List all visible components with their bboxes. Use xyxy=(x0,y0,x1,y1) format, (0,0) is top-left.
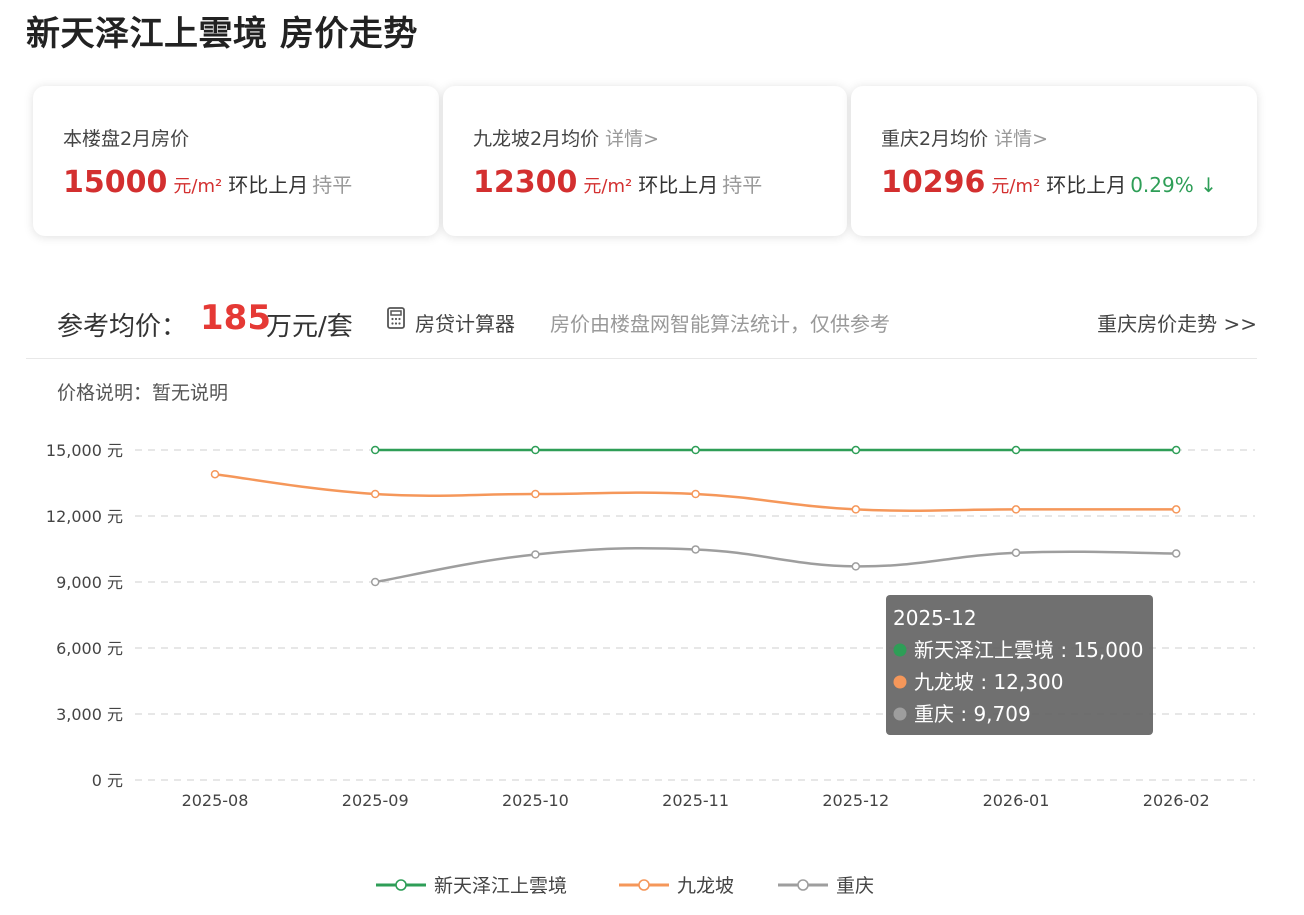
card-title: 本楼盘2月房价 xyxy=(63,124,439,151)
card-unit: 元/m² xyxy=(583,176,633,197)
data-point[interactable] xyxy=(691,489,700,499)
legend-item-1[interactable]: 九龙坡 xyxy=(619,875,734,897)
data-point[interactable] xyxy=(851,445,861,455)
reference-price: 185 xyxy=(200,298,271,338)
legend-item-0[interactable]: 新天泽江上雲境 xyxy=(376,875,567,897)
legend-item-2[interactable]: 重庆 xyxy=(778,875,874,897)
reference-unit: 万元/套 xyxy=(266,312,353,342)
card-price: 12300 xyxy=(473,165,578,200)
x-tick-label: 2025-08 xyxy=(182,791,249,810)
y-tick-label: 15,000 元 xyxy=(46,441,123,460)
card-mom-label: 环比上月 xyxy=(228,173,309,197)
card-unit: 元/m² xyxy=(173,176,223,197)
x-tick-label: 2025-10 xyxy=(502,791,569,810)
mortgage-calculator-button[interactable]: 房贷计算器 xyxy=(415,312,515,336)
card-mom-label: 环比上月 xyxy=(1046,173,1127,197)
data-point[interactable] xyxy=(1171,549,1181,558)
data-point[interactable] xyxy=(370,445,380,455)
card-title-text: 本楼盘2月房价 xyxy=(63,128,190,150)
data-point[interactable] xyxy=(851,505,861,514)
data-point[interactable] xyxy=(210,469,220,479)
card-city-price: 重庆2月均价 详情> 10296 元/m² 环比上月 0.29% ↓ xyxy=(851,86,1257,236)
legend-label: 新天泽江上雲境 xyxy=(434,875,567,897)
tooltip-line: 重庆 : 9,709 xyxy=(914,702,1031,726)
reference-label: 参考均价： xyxy=(57,312,188,342)
data-point[interactable] xyxy=(1171,505,1181,514)
card-price: 10296 xyxy=(881,165,986,200)
card-unit: 元/m² xyxy=(991,176,1041,197)
divider xyxy=(26,358,1257,359)
city-detail-link[interactable]: 详情> xyxy=(994,128,1049,150)
card-title: 重庆2月均价 详情> xyxy=(881,124,1257,151)
x-tick-label: 2026-01 xyxy=(983,791,1050,810)
data-point[interactable] xyxy=(531,550,540,559)
card-change: 0.29% ↓ xyxy=(1130,173,1217,197)
data-point[interactable] xyxy=(370,489,380,499)
data-point[interactable] xyxy=(370,577,380,587)
series-1 xyxy=(210,469,1181,514)
card-mom-label: 环比上月 xyxy=(638,173,719,197)
city-trend-link[interactable]: 重庆房价走势 >> xyxy=(1097,312,1257,336)
legend-label: 九龙坡 xyxy=(677,875,734,897)
card-change: 持平 xyxy=(312,173,353,197)
card-title-text: 九龙坡2月均价 xyxy=(473,128,600,150)
district-detail-link[interactable]: 详情> xyxy=(605,128,660,150)
card-title-text: 重庆2月均价 xyxy=(881,128,989,150)
reference-price-row: 参考均价： 185 万元/套 房贷计算器 房价由楼盘网智能算法统计，仅供参考 重… xyxy=(57,296,1257,346)
y-tick-label: 12,000 元 xyxy=(46,507,123,526)
x-tick-label: 2025-09 xyxy=(342,791,409,810)
tooltip-marker xyxy=(893,675,907,689)
legend-label: 重庆 xyxy=(836,875,874,897)
card-district-price: 九龙坡2月均价 详情> 12300 元/m² 环比上月 持平 xyxy=(443,86,847,236)
tooltip-marker xyxy=(893,707,907,721)
chart-tooltip: 2025-12 新天泽江上雲境 : 15,000 九龙坡 : 12,300 重庆 : … xyxy=(886,595,1153,735)
tooltip-line: 九龙坡 : 12,300 xyxy=(914,670,1063,694)
y-tick-label: 6,000 元 xyxy=(56,639,123,658)
data-point[interactable] xyxy=(851,562,861,571)
calculator-icon[interactable] xyxy=(387,307,405,329)
x-tick-label: 2025-11 xyxy=(662,791,729,810)
legend-marker xyxy=(638,879,650,891)
legend-marker xyxy=(395,879,407,891)
data-point[interactable] xyxy=(531,489,540,499)
y-tick-label: 3,000 元 xyxy=(56,705,123,724)
card-change: 持平 xyxy=(722,173,763,197)
reference-note: 房价由楼盘网智能算法统计，仅供参考 xyxy=(550,312,890,336)
x-tick-label: 2026-02 xyxy=(1143,791,1210,810)
price-trend-chart: 0 元 3,000 元 6,000 元 9,000 元 12,000 元 15,000 元… xyxy=(46,441,1255,897)
card-price: 15000 xyxy=(63,165,168,200)
series-line xyxy=(374,546,1177,584)
page-title: 新天泽江上雲境 房价走势 xyxy=(26,14,418,54)
price-description: 价格说明：暂无说明 xyxy=(57,382,229,404)
data-point[interactable] xyxy=(1011,505,1021,514)
tooltip-line: 新天泽江上雲境 : 15,000 xyxy=(914,638,1143,662)
data-point[interactable] xyxy=(1011,445,1021,455)
data-point[interactable] xyxy=(1171,445,1181,455)
data-point[interactable] xyxy=(531,445,540,455)
x-tick-label: 2025-12 xyxy=(822,791,889,810)
series-0 xyxy=(370,445,1181,455)
tooltip-title: 2025-12 xyxy=(893,606,977,630)
data-point[interactable] xyxy=(691,445,700,455)
legend-marker xyxy=(797,879,809,891)
y-tick-label: 0 元 xyxy=(92,771,123,790)
price-cards: 本楼盘2月房价 15000 元/m² 环比上月 持平 九龙坡2月均价 详情> 12300… xyxy=(33,86,1257,236)
card-project-price: 本楼盘2月房价 15000 元/m² 环比上月 持平 xyxy=(33,86,439,236)
tooltip-box xyxy=(886,595,1153,735)
y-tick-label: 9,000 元 xyxy=(56,573,123,592)
data-point[interactable] xyxy=(691,545,700,554)
data-point[interactable] xyxy=(1011,548,1021,557)
series-2 xyxy=(370,545,1181,587)
tooltip-marker xyxy=(893,643,907,657)
card-title: 九龙坡2月均价 详情> xyxy=(473,124,847,151)
